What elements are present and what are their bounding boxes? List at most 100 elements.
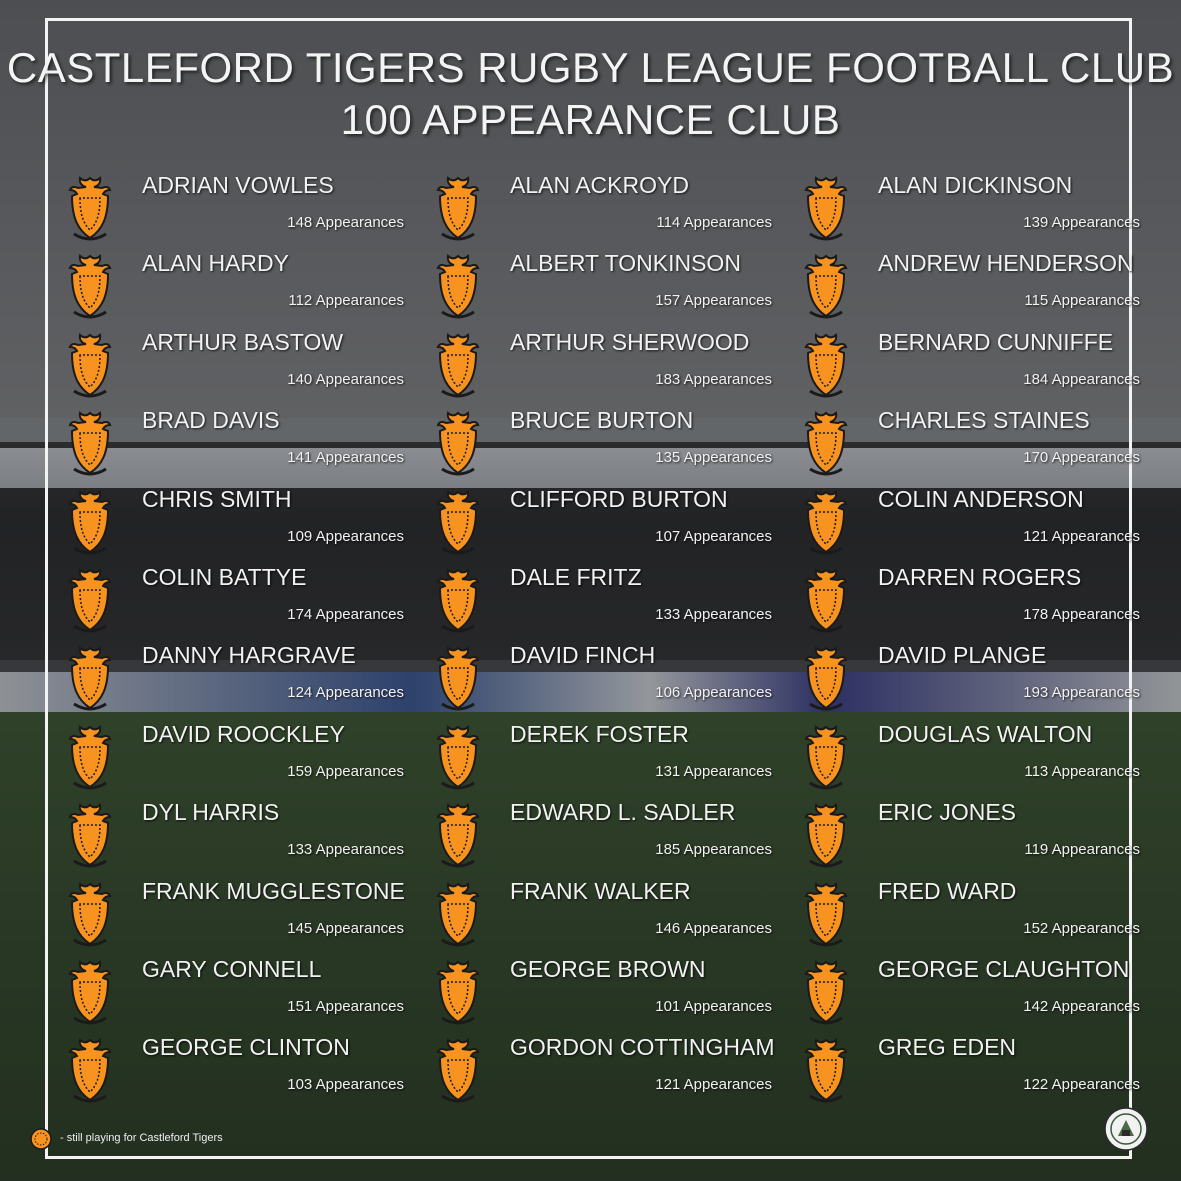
player-name: GARY CONNELL xyxy=(142,956,322,982)
player-name: FRANK MUGGLESTONE xyxy=(142,877,405,904)
player-name: COLIN ANDERSON xyxy=(878,485,1084,512)
player-entry: GREG EDEN 122 Appearances xyxy=(800,1034,1140,1112)
player-entry: FRANK WALKER 146 Appearances xyxy=(432,878,772,956)
player-appearances: 115 Appearances xyxy=(1024,292,1140,310)
player-entry: BRAD DAVIS 141 Appearances xyxy=(64,407,404,485)
player-name: ALBERT TONKINSON xyxy=(510,250,741,277)
castleford-tigers-crest-icon xyxy=(68,646,112,711)
player-entry: COLIN ANDERSON 121 Appearances xyxy=(800,486,1140,564)
castleford-tigers-crest-icon xyxy=(804,803,848,868)
player-entry: BRUCE BURTON 135 Appearances xyxy=(432,407,772,485)
castleford-tigers-crest-icon xyxy=(68,254,112,319)
castleford-tigers-crest-icon xyxy=(68,332,112,398)
player-appearances: 107 Appearances xyxy=(655,527,772,545)
player-name: GORDON COTTINGHAM xyxy=(510,1034,775,1061)
player-name: ALAN ACKROYD xyxy=(510,172,689,198)
player-appearances: 151 Appearances xyxy=(287,998,404,1015)
castleford-tigers-crest-icon xyxy=(804,959,848,1025)
page-title: CASTLEFORD TIGERS RUGBY LEAGUE FOOTBALL … xyxy=(6,44,1175,91)
player-name: BRUCE BURTON xyxy=(510,407,694,434)
player-appearances: 119 Appearances xyxy=(1024,841,1140,859)
castleford-tigers-crest-icon xyxy=(436,254,480,319)
castleford-tigers-crest-icon xyxy=(804,489,848,555)
player-entry: ANDREW HENDERSON 115 Appearances xyxy=(800,250,1140,328)
player-appearances: 121 Appearances xyxy=(1023,527,1140,545)
player-appearances: 178 Appearances xyxy=(1023,606,1140,623)
player-name: ARTHUR SHERWOOD xyxy=(510,328,750,355)
player-entry: ARTHUR BASTOW 140 Appearances xyxy=(64,329,404,407)
castleford-tigers-crest-icon xyxy=(68,724,112,790)
player-name: ANDREW HENDERSON xyxy=(878,250,1134,277)
player-appearances: 159 Appearances xyxy=(287,762,404,780)
player-name: DANNY HARGRAVE xyxy=(142,642,356,669)
player-name: GEORGE BROWN xyxy=(510,956,706,982)
player-entry: DAVID PLANGE 193 Appearances xyxy=(800,642,1140,720)
player-entry: DALE FRITZ 133 Appearances xyxy=(432,564,772,642)
player-name: GEORGE CLAUGHTON xyxy=(878,956,1130,982)
player-entry: DAVID FINCH 106 Appearances xyxy=(432,642,772,720)
player-name: DOUGLAS WALTON xyxy=(878,720,1093,747)
player-appearances: 148 Appearances xyxy=(287,214,404,231)
castleford-tigers-crest-icon xyxy=(804,724,848,790)
player-entry: CHRIS SMITH 109 Appearances xyxy=(64,486,404,564)
castleford-tigers-crest-icon xyxy=(68,411,112,476)
player-appearances: 174 Appearances xyxy=(287,606,404,623)
legend-text: - still playing for Castleford Tigers xyxy=(60,1132,223,1144)
castleford-tigers-crest-icon xyxy=(68,489,112,555)
player-appearances: 141 Appearances xyxy=(287,449,404,467)
player-name: CLIFFORD BURTON xyxy=(510,485,728,512)
castleford-tigers-crest-icon xyxy=(804,881,848,947)
player-entry: ALAN HARDY 112 Appearances xyxy=(64,250,404,328)
castleford-tigers-crest-icon xyxy=(436,567,480,633)
player-name: DARREN ROGERS xyxy=(878,564,1082,590)
castleford-tigers-crest-icon xyxy=(68,959,112,1025)
player-name: DEREK FOSTER xyxy=(510,720,689,747)
castleford-tigers-crest-icon xyxy=(436,724,480,790)
player-appearances: 146 Appearances xyxy=(655,919,772,937)
player-name: ERIC JONES xyxy=(878,799,1017,826)
player-appearances: 183 Appearances xyxy=(655,370,772,388)
player-name: DAVID FINCH xyxy=(510,642,656,669)
player-appearances: 133 Appearances xyxy=(287,841,404,859)
castleford-tigers-crest-icon xyxy=(436,881,480,947)
castleford-tigers-crest-icon xyxy=(436,175,480,241)
player-entry: FRED WARD 152 Appearances xyxy=(800,878,1140,956)
player-name: BERNARD CUNNIFFE xyxy=(878,328,1114,355)
player-appearances: 145 Appearances xyxy=(287,919,404,937)
player-entry: ALAN DICKINSON 139 Appearances xyxy=(800,172,1140,250)
castleford-tigers-crest-icon xyxy=(804,646,848,711)
player-entry: ERIC JONES 119 Appearances xyxy=(800,799,1140,877)
club-roundel-badge-icon xyxy=(1104,1107,1148,1151)
castleford-tigers-crest-icon xyxy=(804,332,848,398)
player-appearances: 139 Appearances xyxy=(1023,214,1140,231)
advertising-hoarding-top xyxy=(0,448,1181,488)
player-appearances: 112 Appearances xyxy=(288,292,404,310)
player-appearances: 152 Appearances xyxy=(1023,919,1140,937)
castleford-tigers-crest-icon xyxy=(436,411,480,476)
player-entry: DAVID ROOCKLEY 159 Appearances xyxy=(64,721,404,799)
castleford-tigers-crest-icon xyxy=(436,1038,480,1103)
player-name: DAVID PLANGE xyxy=(878,642,1047,669)
player-entry: BERNARD CUNNIFFE 184 Appearances xyxy=(800,329,1140,407)
player-name: FRED WARD xyxy=(878,877,1017,904)
player-appearances: 142 Appearances xyxy=(1023,998,1140,1015)
player-appearances: 124 Appearances xyxy=(287,684,404,702)
player-name: CHARLES STAINES xyxy=(878,407,1090,434)
player-name: COLIN BATTYE xyxy=(142,564,307,590)
player-appearances: 185 Appearances xyxy=(655,841,772,859)
castleford-tigers-crest-icon xyxy=(68,567,112,633)
player-entry: ALAN ACKROYD 114 Appearances xyxy=(432,172,772,250)
player-appearances: 114 Appearances xyxy=(656,214,772,231)
player-name: CHRIS SMITH xyxy=(142,485,292,512)
player-appearances: 121 Appearances xyxy=(655,1076,772,1094)
player-entry: GEORGE CLINTON 103 Appearances xyxy=(64,1034,404,1112)
player-entry: ARTHUR SHERWOOD 183 Appearances xyxy=(432,329,772,407)
player-appearances: 193 Appearances xyxy=(1023,684,1140,702)
player-entry: ADRIAN VOWLES 148 Appearances xyxy=(64,172,404,250)
castleford-tigers-crest-icon xyxy=(68,803,112,868)
player-appearances: 122 Appearances xyxy=(1023,1076,1140,1094)
player-name: DYL HARRIS xyxy=(142,799,280,826)
castleford-tigers-crest-icon xyxy=(436,646,480,711)
still-playing-marker-icon xyxy=(30,1128,52,1150)
